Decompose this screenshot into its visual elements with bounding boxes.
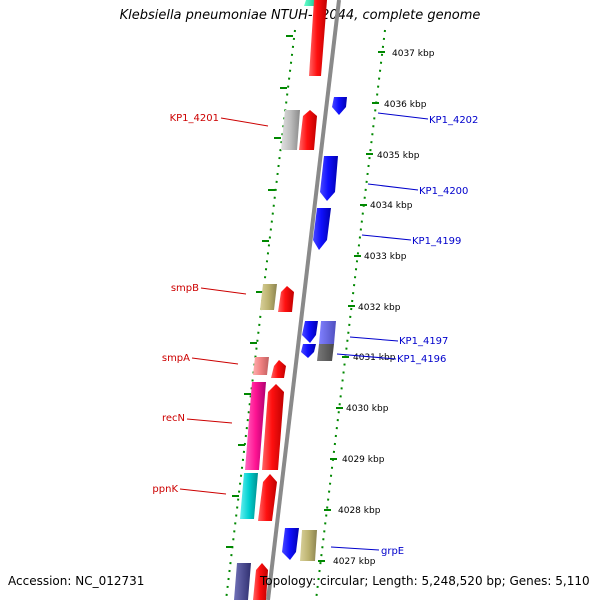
gene-smpA[interactable] [253, 357, 269, 375]
gene-KP1_4201[interactable] [281, 110, 300, 150]
gene-recN[interactable] [245, 382, 266, 470]
gene-ppnK[interactable] [240, 473, 258, 519]
tick-label-4034: 4034 kbp [370, 201, 413, 211]
tick-label-4031: 4031 kbp [353, 353, 396, 363]
leader-KP1_4202 [377, 112, 429, 120]
gene-bottom-indigo[interactable] [234, 563, 251, 600]
gene-KP1_4197-b[interactable] [301, 344, 316, 358]
leader-KP1_4196 [336, 353, 397, 360]
label-smpA[interactable]: smpA [162, 353, 190, 364]
genome-backbone [266, 0, 341, 600]
leader-recN [186, 418, 233, 424]
gene-smpB[interactable] [260, 284, 277, 310]
gene-bottom-red[interactable] [253, 563, 268, 600]
leader-smpA [191, 357, 239, 365]
tick-label-4030: 4030 kbp [346, 404, 389, 414]
gene-top-red[interactable] [309, 0, 327, 76]
label-KP1_4196[interactable]: KP1_4196 [397, 354, 446, 365]
label-recN[interactable]: recN [162, 413, 185, 424]
gene-KP1_4200[interactable] [320, 156, 338, 201]
gene-grpE-blue[interactable] [282, 528, 299, 560]
leader-KP1_4197 [349, 336, 399, 342]
accession-text: Accession: NC_012731 [8, 574, 145, 588]
leader-ppnK [179, 488, 227, 495]
map-title: Klebsiella pneumoniae NTUH-K2044, comple… [119, 8, 481, 23]
leader-KP1_4200 [367, 183, 419, 191]
topology-text: Topology: circular; Length: 5,248,520 bp… [260, 574, 590, 588]
gene-KP1_4202[interactable] [332, 97, 347, 115]
tick-label-4029: 4029 kbp [342, 455, 385, 465]
gene-smpA-red[interactable] [271, 360, 286, 378]
ruler-tick-marks [318, 51, 385, 562]
gene-KP1_4199[interactable] [313, 208, 331, 250]
gene-recN-red[interactable] [262, 384, 284, 470]
gene-KP1_4201-red[interactable] [299, 110, 317, 150]
tick-label-4027: 4027 kbp [333, 557, 376, 567]
tick-label-4036: 4036 kbp [384, 100, 427, 110]
left-guide-ticks [226, 35, 293, 548]
tick-label-4032: 4032 kbp [358, 303, 401, 313]
gene-ppnK-red[interactable] [258, 474, 277, 521]
label-KP1_4201[interactable]: KP1_4201 [170, 113, 219, 124]
label-grpE[interactable]: grpE [381, 546, 404, 557]
gene-KP1_4197[interactable] [319, 321, 336, 344]
tick-label-4033: 4033 kbp [364, 252, 407, 262]
label-KP1_4202[interactable]: KP1_4202 [429, 115, 478, 126]
label-KP1_4199[interactable]: KP1_4199 [412, 236, 461, 247]
leader-grpE [330, 546, 380, 551]
label-KP1_4197[interactable]: KP1_4197 [399, 336, 448, 347]
label-smpB[interactable]: smpB [171, 283, 199, 294]
label-ppnK[interactable]: ppnK [152, 484, 178, 495]
tick-label-4037: 4037 kbp [392, 49, 435, 59]
gene-KP1_4196[interactable] [317, 344, 334, 361]
tick-label-4028: 4028 kbp [338, 506, 381, 516]
tick-label-4035: 4035 kbp [377, 151, 420, 161]
leader-KP1_4201 [220, 117, 269, 127]
gene-KP1_4197-a[interactable] [302, 321, 318, 343]
leader-smpB [200, 287, 247, 295]
gene-smpB-red[interactable] [278, 286, 294, 312]
leader-KP1_4199 [361, 234, 412, 241]
label-KP1_4200[interactable]: KP1_4200 [419, 186, 468, 197]
gene-grpE[interactable] [300, 530, 317, 561]
